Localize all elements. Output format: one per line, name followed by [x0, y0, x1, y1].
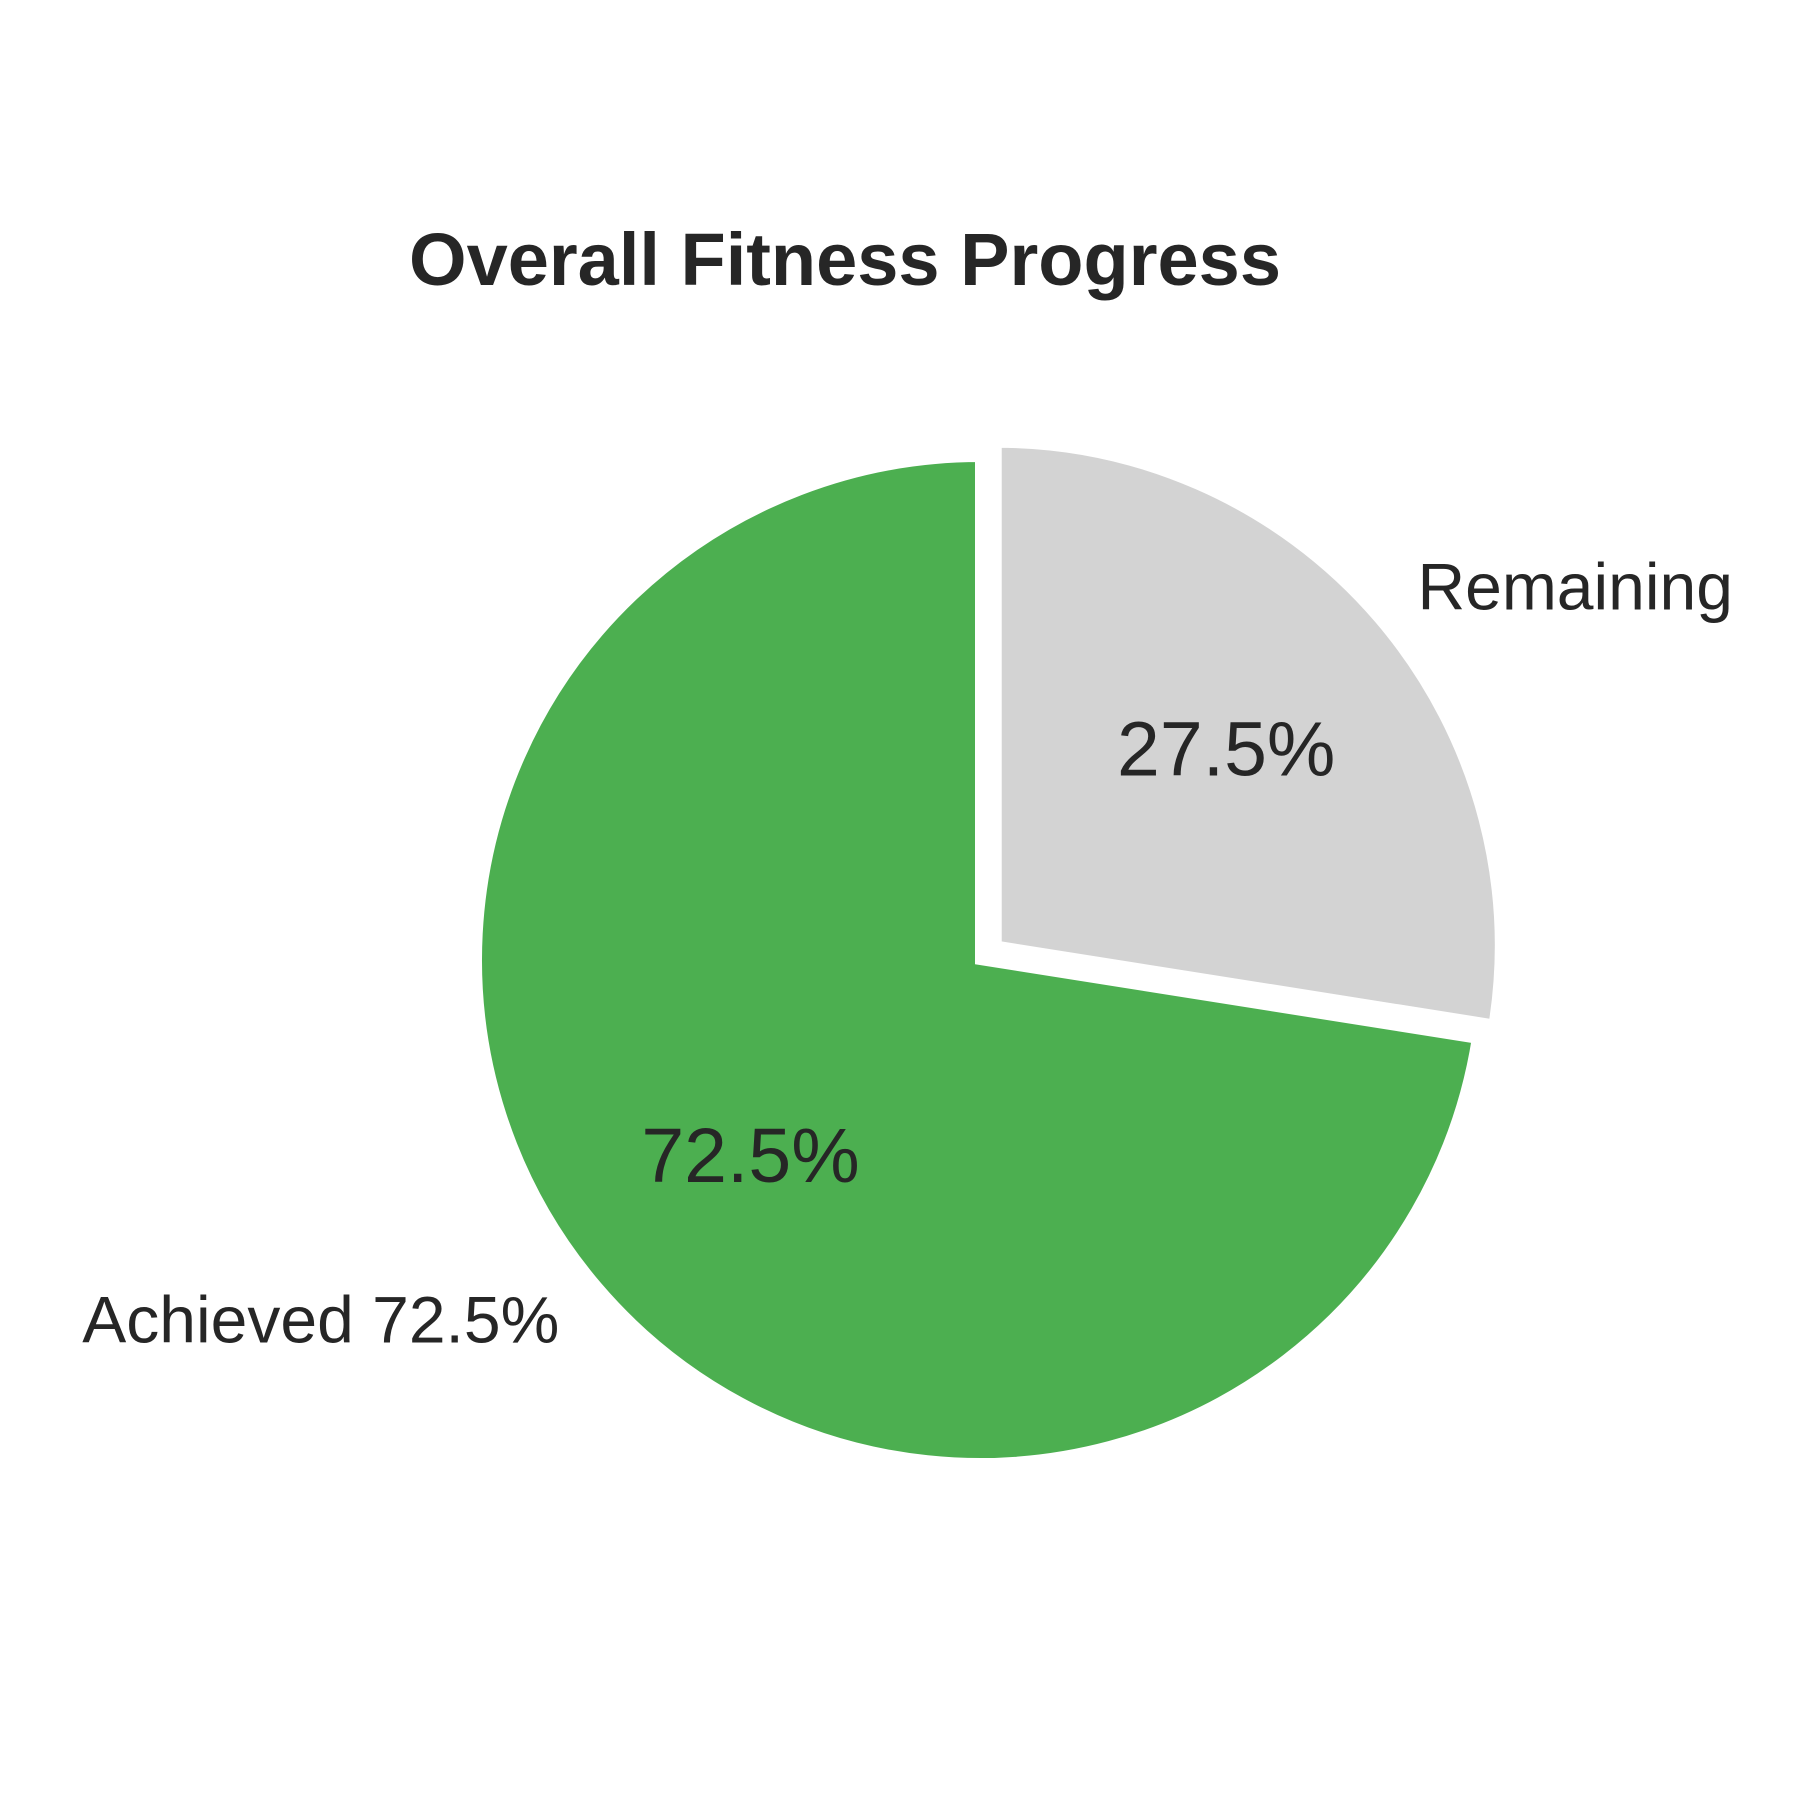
chart-title: Overall Fitness Progress: [409, 218, 1281, 301]
pie-label-remaining: Remaining: [1417, 549, 1733, 623]
pie-slices: [472, 437, 1505, 1468]
pie-pct-label-achieved: 72.5%: [641, 1113, 859, 1199]
pie-pct-label-remaining: 27.5%: [1117, 707, 1335, 793]
pie-slice-remaining: [991, 437, 1505, 1031]
pie-slice-achieved: [472, 451, 1483, 1468]
pie-labels: 72.5% Achieved 72.5% 27.5% Remaining: [82, 549, 1733, 1356]
pie-label-achieved: Achieved 72.5%: [82, 1282, 559, 1356]
